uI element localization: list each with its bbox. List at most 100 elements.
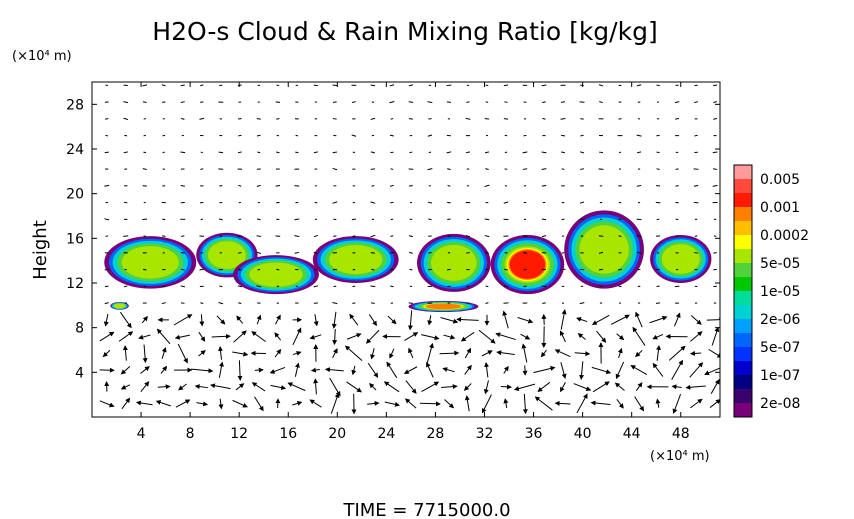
cloud-cell: [113, 303, 126, 309]
colorbar-swatch: [734, 291, 752, 306]
wind-arrow: [384, 401, 400, 407]
wind-arrow: [99, 400, 115, 408]
wind-arrow: [351, 365, 357, 376]
wind-arrow: [559, 330, 566, 343]
wind-arrow: [466, 285, 470, 288]
wind-arrow: [704, 367, 720, 376]
wind-arrow: [522, 168, 528, 170]
wind-arrow: [370, 285, 376, 288]
wind-arrow: [313, 285, 319, 288]
y-tick-label: 12: [66, 276, 84, 292]
wind-arrow: [180, 268, 185, 271]
wind-arrow: [456, 317, 479, 323]
wind-arrow: [351, 218, 356, 221]
wind-arrow: [690, 398, 703, 409]
wind-arrow: [439, 350, 460, 356]
wind-arrow: [554, 349, 571, 358]
wind-arrow: [370, 168, 376, 170]
wind-arrow: [599, 101, 603, 104]
wind-arrow: [426, 342, 434, 364]
wind-arrow: [576, 393, 588, 414]
wind-arrow: [636, 235, 642, 237]
wind-arrow: [446, 101, 451, 103]
wind-arrow: [522, 235, 528, 238]
cloud-cell: [121, 246, 179, 279]
wind-arrow: [485, 251, 489, 254]
wind-arrow: [540, 349, 547, 358]
wind-arrow: [122, 345, 128, 361]
wind-arrow: [464, 364, 472, 375]
wind-arrow: [579, 218, 585, 221]
wind-arrow: [235, 383, 245, 391]
wind-arrow: [313, 251, 319, 254]
wind-arrow: [104, 118, 109, 120]
wind-arrow: [142, 84, 148, 87]
wind-arrow: [636, 251, 642, 254]
wind-arrow: [693, 184, 699, 187]
wind-arrow: [142, 101, 147, 103]
colorbar-swatch: [734, 305, 752, 320]
wind-arrow: [504, 101, 508, 103]
wind-arrow: [389, 184, 394, 187]
wind-arrow: [180, 151, 186, 154]
wind-arrow: [292, 327, 302, 346]
wind-arrow: [541, 84, 547, 87]
wind-arrow: [238, 134, 242, 137]
wind-arrow: [333, 218, 337, 221]
wind-arrow: [427, 168, 433, 171]
wind-arrow: [560, 134, 566, 137]
colorbar-swatch: [734, 221, 752, 236]
wind-arrow: [173, 314, 193, 326]
wind-arrow: [295, 151, 299, 154]
wind-arrow: [370, 234, 376, 238]
wind-arrow: [591, 314, 610, 325]
wind-arrow: [713, 101, 717, 104]
wind-arrow: [522, 151, 528, 154]
wind-arrow: [143, 118, 146, 120]
wind-arrow: [313, 314, 319, 327]
wind-arrow: [123, 151, 128, 154]
wind-arrow: [520, 333, 531, 340]
wind-arrow: [421, 381, 440, 392]
wind-arrow: [495, 332, 516, 341]
wind-arrow: [711, 326, 720, 346]
wind-arrow: [408, 235, 413, 238]
wind-arrow: [161, 302, 166, 305]
wind-arrow: [330, 392, 340, 414]
wind-arrow: [502, 310, 509, 329]
wind-arrow: [636, 134, 642, 137]
wind-arrow: [123, 285, 128, 288]
cloud-field: [104, 210, 712, 313]
wind-arrow: [560, 382, 566, 393]
wind-arrow: [142, 268, 147, 271]
wind-arrow: [275, 185, 281, 187]
wind-arrow: [463, 383, 472, 391]
wind-arrow: [218, 345, 223, 360]
wind-arrow: [580, 118, 584, 120]
wind-arrow: [447, 218, 451, 221]
wind-arrow: [138, 334, 151, 340]
wind-arrow: [674, 285, 680, 288]
wind-arrow: [367, 362, 379, 378]
y-unit-label: (×10⁴ m): [12, 49, 72, 64]
wind-arrow: [630, 365, 648, 376]
colorbar-swatch: [734, 277, 752, 292]
colorbar-label: 5e-07: [760, 340, 800, 356]
wind-arrow: [160, 365, 168, 374]
wind-arrow: [656, 84, 660, 87]
wind-arrow: [464, 347, 472, 359]
cloud-cell: [431, 244, 477, 281]
wind-arrow: [161, 347, 167, 359]
time-label: TIME = 7715000.0: [342, 500, 510, 519]
wind-arrow: [712, 184, 718, 187]
wind-arrow: [332, 118, 337, 120]
wind-arrow: [579, 151, 585, 154]
wind-arrow: [351, 101, 356, 103]
wind-arrow: [652, 362, 664, 377]
wind-arrow: [370, 348, 375, 360]
wind-arrow: [135, 400, 153, 406]
wind-arrow: [485, 101, 489, 103]
wind-arrow: [233, 330, 247, 343]
wind-arrow: [541, 168, 547, 171]
wind-arrow: [103, 313, 109, 327]
